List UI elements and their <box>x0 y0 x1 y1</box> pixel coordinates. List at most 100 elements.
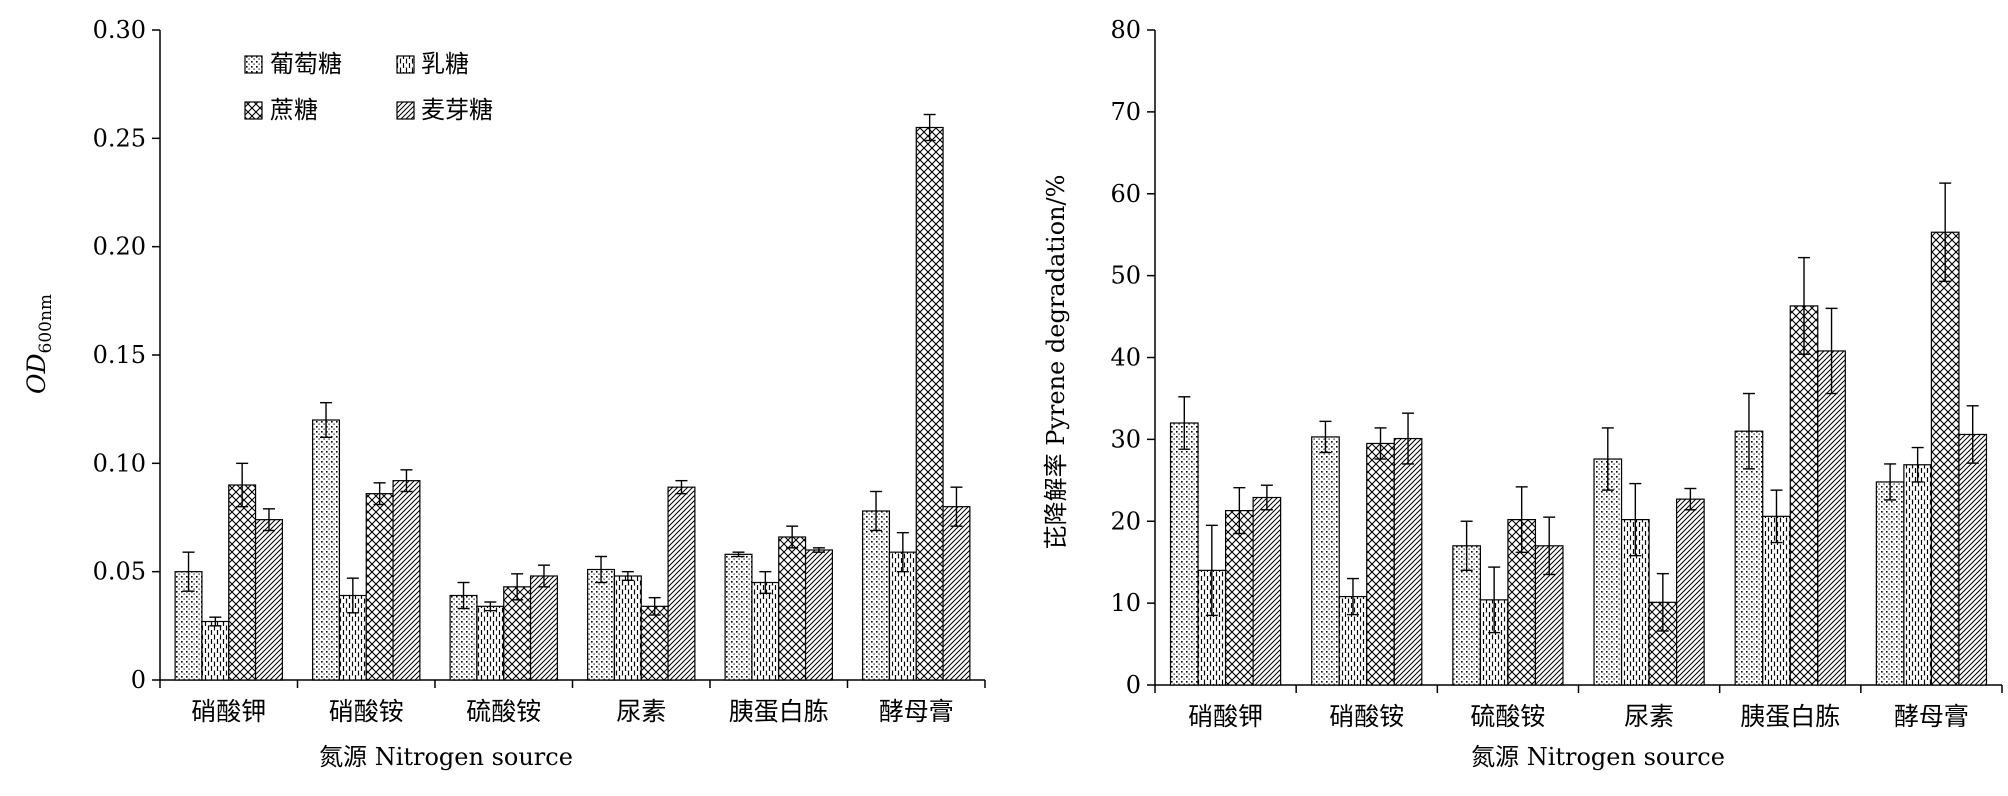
bar-lactose <box>613 575 642 681</box>
error-bar <box>182 551 195 592</box>
error-bar <box>1178 396 1191 450</box>
y-tick-label: 0.30 <box>93 16 146 44</box>
error-bar <box>1911 446 1924 483</box>
error-bar <box>484 601 497 612</box>
legend-label-lactose: 乳糖 <box>421 50 469 78</box>
error-bar <box>1629 482 1642 557</box>
bar-glucose <box>724 553 753 681</box>
bar-sucrose <box>640 605 669 681</box>
y-tick-label: 0.10 <box>93 449 146 477</box>
error-bar <box>1515 486 1528 554</box>
od-chart: 0 0.05 0.10 0.15 0.20 0.25 0.30 硝酸钾 硝酸铵 硫酸铵 尿素 胰蛋白胨… <box>93 16 986 726</box>
bar-sucrose <box>1366 442 1395 686</box>
x-tick-label: 硫酸铵 <box>1470 702 1545 731</box>
error-bar <box>648 596 661 616</box>
error-bar <box>320 401 333 439</box>
error-bar <box>675 479 688 495</box>
error-bar <box>1488 566 1501 634</box>
y-tick-label: 0.25 <box>93 124 146 152</box>
x-tick-label: 尿素 <box>616 697 666 726</box>
bar-glucose <box>1593 458 1623 686</box>
y-tick-label: 0 <box>1126 671 1141 699</box>
error-bar <box>1319 420 1332 454</box>
error-bar <box>786 525 799 549</box>
bar-glucose <box>1311 436 1340 686</box>
error-bar <box>812 547 825 553</box>
x-tick-label: 酵母膏 <box>879 697 954 726</box>
error-bar <box>511 573 524 601</box>
error-bar <box>400 469 413 493</box>
legend-item: 葡萄糖 <box>244 50 342 78</box>
bar-sucrose <box>228 484 257 681</box>
y-tick-label: 80 <box>1110 16 1141 44</box>
bar-maltose <box>1252 496 1282 686</box>
y-tick-label: 70 <box>1110 98 1141 126</box>
bar-maltose <box>1958 433 1988 686</box>
degradation-chart: 0 10 20 30 40 50 60 70 80 硝酸钾 硝酸铵 硫酸铵 尿素 胰蛋白胨 酵母膏 <box>1110 16 2003 731</box>
legend: 葡萄糖 乳糖 蔗糖 麦芽糖 <box>244 50 493 124</box>
legend-item: 乳糖 <box>396 50 469 78</box>
error-bar <box>457 581 470 610</box>
bar-sucrose <box>915 126 944 681</box>
error-bar <box>896 531 909 573</box>
error-bar <box>950 486 963 527</box>
legend-label-sucrose: 蔗糖 <box>270 96 318 124</box>
legend-swatch-sucrose <box>244 101 263 120</box>
bar-lactose <box>476 605 505 681</box>
error-bar <box>1346 577 1359 616</box>
y-tick-label: 0 <box>131 666 146 694</box>
error-bar <box>1233 486 1246 535</box>
error-bar <box>1656 572 1669 632</box>
error-bar <box>1825 307 1838 395</box>
y-tick-label: 40 <box>1110 344 1141 372</box>
bar-lactose <box>751 581 780 681</box>
x-tick-label: 胰蛋白胨 <box>729 697 829 726</box>
bar-sucrose <box>1789 305 1819 686</box>
bar-maltose <box>804 549 833 681</box>
bar-maltose <box>1676 498 1705 686</box>
x-tick-label: 硝酸钾 <box>1188 702 1263 731</box>
error-bar <box>595 555 608 584</box>
bar-maltose <box>529 575 558 681</box>
y-axis-label: 芘降解率 Pyrene degradation/% <box>1042 175 1070 550</box>
x-axis-label: 氮源 Nitrogen source <box>319 743 573 771</box>
legend-swatch-glucose <box>244 55 263 74</box>
y-tick-label: 10 <box>1110 589 1141 617</box>
bar-lactose <box>201 620 230 681</box>
error-bar <box>1460 520 1473 572</box>
bar-glucose <box>174 571 203 681</box>
bar-sucrose <box>778 536 807 681</box>
x-tick-label: 硝酸铵 <box>329 697 404 726</box>
y-tick-label: 30 <box>1110 425 1141 453</box>
bar-maltose <box>942 506 971 681</box>
y-tick-label: 0.20 <box>93 233 146 261</box>
error-bar <box>1543 516 1556 576</box>
error-bar <box>1798 256 1811 355</box>
y-axis-label: OD600nm <box>22 294 56 394</box>
error-bar <box>1884 463 1897 501</box>
bar-sucrose <box>503 586 532 681</box>
bar-sucrose <box>1930 231 1960 686</box>
bar-maltose <box>1393 437 1423 686</box>
bar-lactose <box>888 551 917 681</box>
bar-maltose <box>392 480 421 681</box>
x-tick-label: 尿素 <box>1624 702 1674 731</box>
bar-glucose <box>1169 422 1199 686</box>
error-bar <box>1402 412 1415 465</box>
error-bar <box>1770 489 1783 544</box>
bar-maltose <box>667 486 696 681</box>
x-tick-label: 酵母膏 <box>1894 702 1969 731</box>
error-bar <box>1601 427 1614 491</box>
legend-swatch-lactose <box>396 55 415 74</box>
error-bar <box>870 490 883 532</box>
error-bar <box>1684 487 1697 511</box>
bar-maltose <box>254 519 283 681</box>
x-tick-label: 硫酸铵 <box>466 697 541 726</box>
bar-glucose <box>312 419 341 681</box>
legend-item: 麦芽糖 <box>396 96 493 124</box>
bar-sucrose <box>1224 510 1254 686</box>
error-bar <box>1966 405 1979 464</box>
x-tick-label: 硝酸铵 <box>1329 702 1404 731</box>
